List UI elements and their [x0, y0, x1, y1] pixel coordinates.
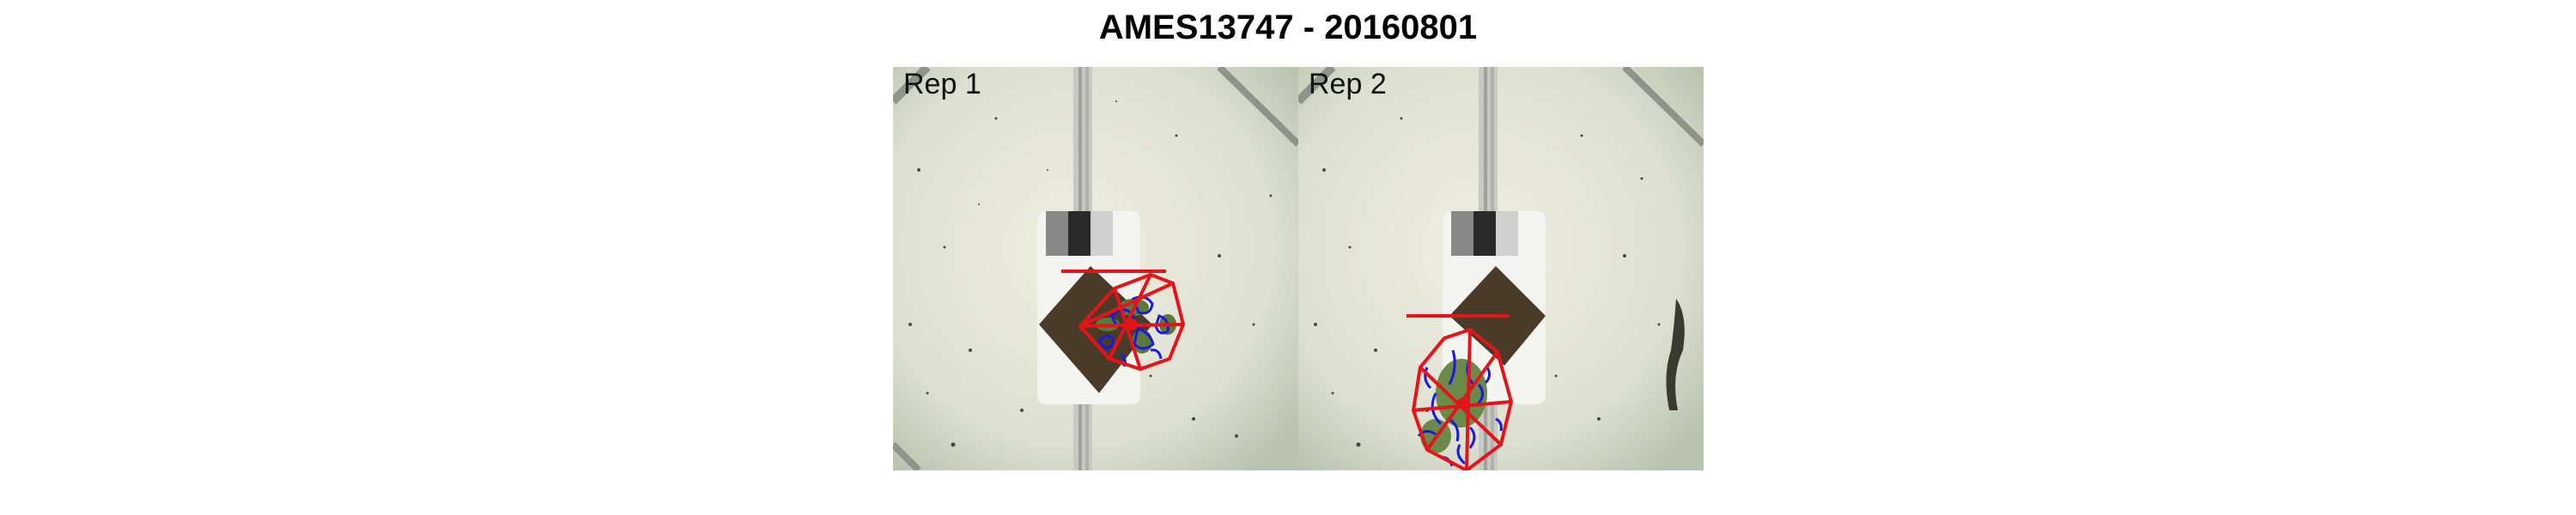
plant-photo-rep1: [893, 67, 1298, 470]
soil-pot: [1039, 266, 1152, 393]
image-panel-rep2: Rep 2: [1298, 67, 1704, 470]
debris: [1666, 299, 1685, 410]
leaf-contours: [1417, 349, 1503, 467]
panel-label-rep2: Rep 2: [1309, 68, 1387, 100]
plant-photo-rep2: [1298, 67, 1704, 470]
convex-hull: [1061, 270, 1186, 372]
convex-hull: [1406, 314, 1514, 470]
figure-title: AMES13747 - 20160801: [1098, 9, 1478, 46]
dirt-specks: [908, 100, 1273, 447]
image-panel-rep1: Rep 1: [893, 67, 1298, 470]
panel-label-rep1: Rep 1: [903, 68, 981, 100]
